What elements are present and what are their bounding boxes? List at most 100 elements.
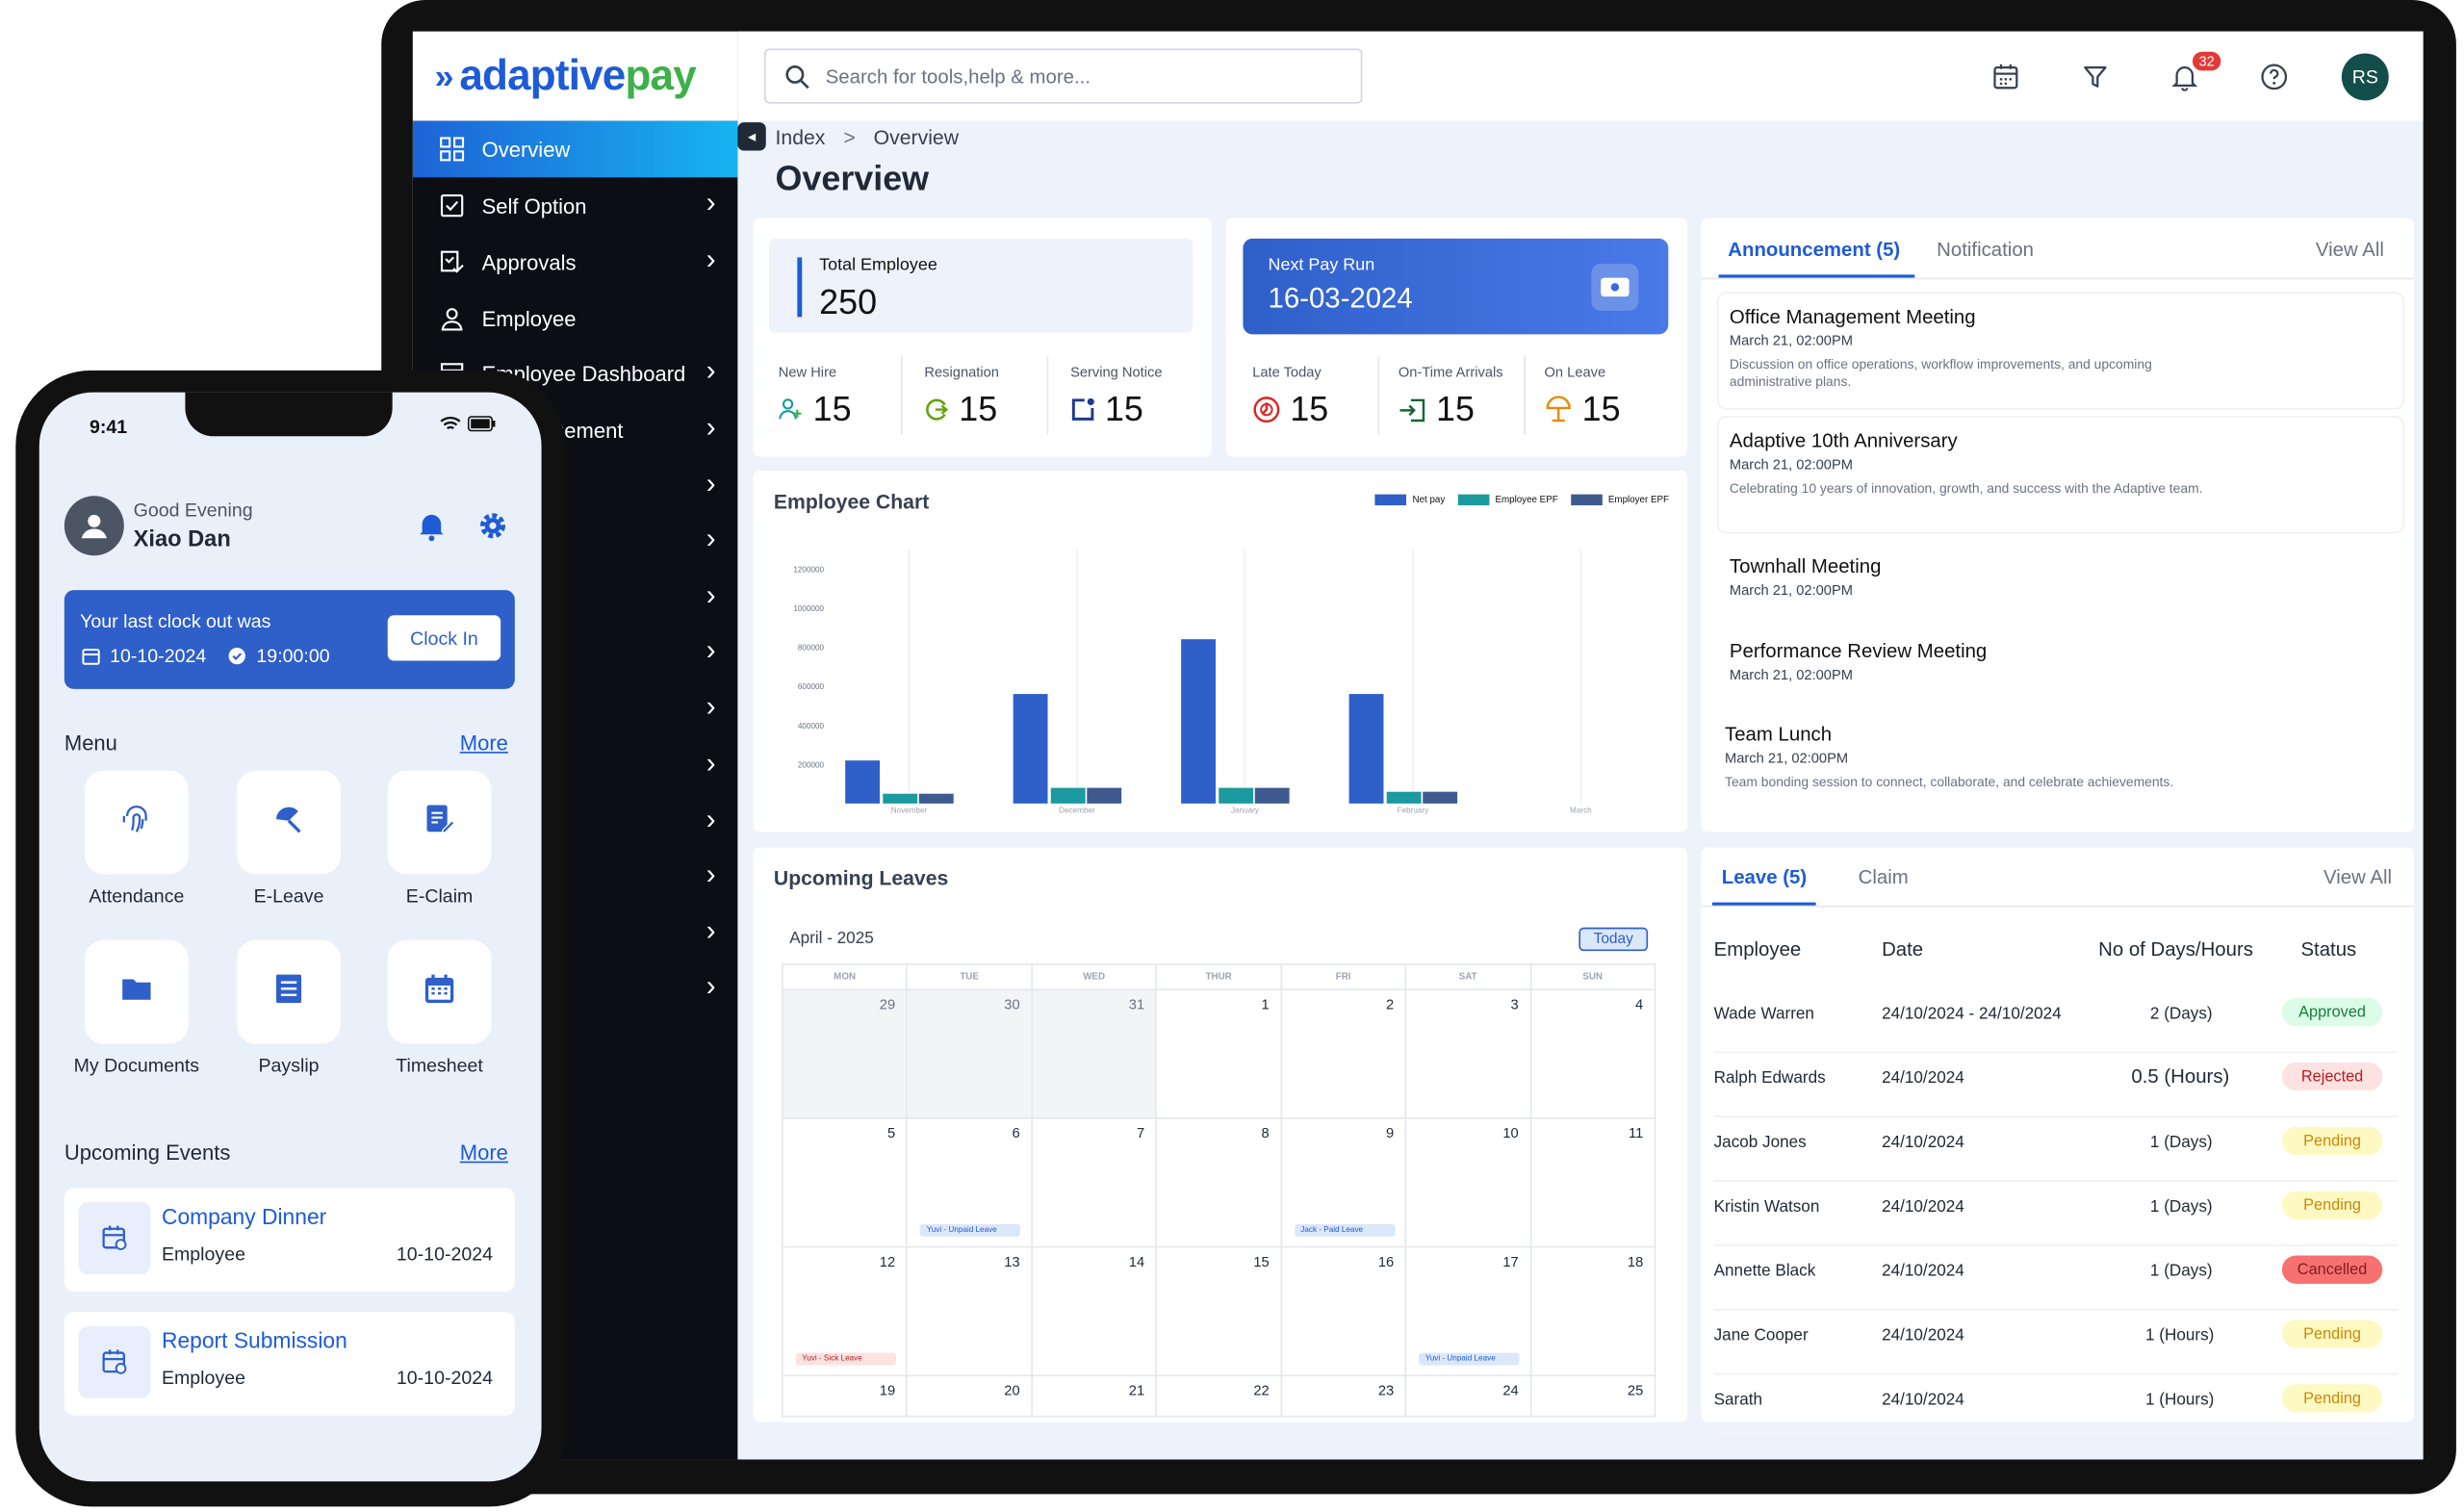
calendar-day[interactable]: 14 — [1031, 1245, 1158, 1377]
sidebar-item-0[interactable]: Overview — [412, 120, 738, 178]
calendar-day[interactable]: 3 — [1404, 988, 1531, 1119]
calendar-day[interactable]: 1 — [1155, 988, 1282, 1119]
announcement-view-all[interactable]: View All — [2315, 238, 2384, 261]
clock-in-button[interactable]: Clock In — [387, 615, 501, 661]
sidebar-item-3[interactable]: Employee — [413, 291, 738, 347]
menu-tile-e-claim[interactable] — [387, 770, 492, 875]
leave-event[interactable]: Jack - Paid Leave — [1294, 1223, 1396, 1237]
events-more-link[interactable]: More — [459, 1140, 508, 1165]
brand-logo[interactable]: » adaptive pay — [412, 31, 738, 121]
sidebar-item-11[interactable]: › — [413, 737, 738, 794]
calendar-day[interactable]: 23 — [1280, 1374, 1407, 1418]
announcement-item[interactable]: Team Lunch March 21, 02:00PM Team bonding … — [1725, 724, 2412, 791]
announcement-item[interactable]: Performance Review Meeting March 21, 02:0… — [1730, 640, 2417, 682]
leave-event[interactable]: Yuvi - Sick Leave — [795, 1352, 897, 1366]
table-row[interactable]: Wade Warren 24/10/2024 - 24/10/2024 2 (Day… — [1713, 988, 2399, 1054]
bar-employee-epf-november[interactable] — [883, 793, 918, 804]
bar-net-pay-february[interactable] — [1348, 694, 1384, 804]
sidebar-item-10[interactable]: › — [413, 681, 738, 738]
calendar-day[interactable]: 10 — [1404, 1116, 1531, 1248]
row-days: 1 (Hours) — [2145, 1390, 2215, 1410]
phone-bell-icon[interactable] — [418, 510, 446, 550]
phone-settings-icon[interactable] — [477, 510, 509, 550]
help-icon[interactable] — [2257, 60, 2292, 94]
announcement-item[interactable]: Adaptive 10th Anniversary March 21, 02:00… — [1730, 430, 2417, 498]
event-card[interactable]: Company Dinner Employee 10-10-2024 — [64, 1188, 515, 1292]
leave-event[interactable]: Yuvi - Unpaid Leave — [920, 1223, 1021, 1237]
sidebar-item-2[interactable]: Approvals › — [413, 234, 738, 291]
menu-tile-e-leave[interactable] — [237, 770, 341, 875]
calendar-day[interactable]: 7 — [1031, 1116, 1158, 1248]
calendar-day[interactable]: 25 — [1529, 1374, 1656, 1418]
table-row[interactable]: Ralph Edwards 24/10/2024 0.5 (Hours) Reject… — [1713, 1053, 2399, 1117]
calendar-day[interactable]: 20 — [906, 1374, 1033, 1418]
menu-tile-payslip[interactable] — [237, 939, 341, 1044]
menu-tile-attendance[interactable] — [85, 770, 189, 875]
menu-tile-timesheet[interactable] — [387, 939, 492, 1044]
calendar-day[interactable]: 11 — [1529, 1116, 1656, 1248]
table-row[interactable]: Sarath 24/10/2024 1 (Hours) Pending — [1713, 1374, 2399, 1440]
bar-employee-epf-february[interactable] — [1386, 791, 1422, 804]
calendar-day[interactable]: 31 — [1031, 988, 1158, 1119]
calendar-day[interactable]: 22 — [1155, 1374, 1282, 1418]
calendar-day[interactable]: 5 — [782, 1116, 909, 1248]
tab-notification[interactable]: Notification — [1937, 238, 2035, 261]
sidebar-item-14[interactable]: › — [413, 906, 738, 962]
bar-employee-epf-december[interactable] — [1050, 787, 1086, 804]
calendar-day[interactable]: 15 — [1155, 1245, 1282, 1377]
bar-employer-epf-december[interactable] — [1087, 787, 1122, 804]
bar-net-pay-november[interactable] — [845, 760, 881, 804]
bar-net-pay-december[interactable] — [1013, 694, 1048, 804]
calendar-day[interactable]: 16 — [1280, 1245, 1407, 1377]
calendar-day[interactable]: 19 — [782, 1374, 909, 1418]
calendar-day[interactable]: 8 — [1155, 1116, 1282, 1248]
today-button[interactable]: Today — [1578, 927, 1649, 952]
sidebar-item-8[interactable]: › — [413, 570, 738, 627]
phone-avatar[interactable] — [64, 496, 124, 556]
calendar-day[interactable]: 2 — [1280, 988, 1407, 1119]
menu-tile-my-documents[interactable] — [85, 939, 189, 1044]
calendar-day[interactable]: 30 — [906, 988, 1033, 1119]
calendar-day[interactable]: 21 — [1031, 1374, 1158, 1418]
user-avatar[interactable]: RS — [2341, 53, 2389, 101]
leave-event[interactable]: Yuvi - Unpaid Leave — [1419, 1352, 1520, 1366]
calendar-day[interactable]: 6 Yuvi - Unpaid Leave — [906, 1116, 1033, 1248]
calendar-day[interactable]: 17 Yuvi - Unpaid Leave — [1404, 1245, 1531, 1377]
bell-icon[interactable] — [2168, 60, 2202, 94]
menu-more-link[interactable]: More — [459, 730, 508, 756]
leave-view-all[interactable]: View All — [2323, 866, 2393, 888]
calendar-day[interactable]: 29 — [782, 988, 909, 1119]
calendar-day[interactable]: 18 — [1529, 1245, 1656, 1377]
sidebar-item-9[interactable]: › — [413, 625, 738, 681]
sidebar-collapse-icon[interactable]: ◂ — [737, 122, 766, 151]
sidebar-item-7[interactable]: › — [413, 513, 738, 570]
announcement-item[interactable]: Townhall Meeting March 21, 02:00PM — [1730, 555, 2417, 598]
tab-leave[interactable]: Leave (5) — [1721, 866, 1808, 888]
calendar-day[interactable]: 9 Jack - Paid Leave — [1280, 1116, 1407, 1248]
event-card[interactable]: Report Submission Employee 10-10-2024 — [64, 1312, 515, 1416]
tab-announcement[interactable]: Announcement (5) — [1728, 238, 1901, 261]
bar-employer-epf-november[interactable] — [918, 793, 954, 804]
calendar-day[interactable]: 13 — [906, 1245, 1033, 1377]
calendar-day[interactable]: 24 — [1404, 1374, 1531, 1418]
calendar-day[interactable]: 12 Yuvi - Sick Leave — [782, 1245, 909, 1377]
tab-claim[interactable]: Claim — [1858, 866, 1909, 888]
breadcrumb-root[interactable]: Index — [775, 125, 826, 149]
bar-employee-epf-january[interactable] — [1219, 787, 1254, 804]
calendar-day[interactable]: 4 — [1529, 988, 1656, 1119]
calendar-icon[interactable] — [1989, 60, 2023, 94]
bar-net-pay-january[interactable] — [1181, 639, 1216, 804]
table-row[interactable]: Jane Cooper 24/10/2024 1 (Hours) Pending — [1713, 1311, 2399, 1375]
filter-icon[interactable] — [2078, 60, 2113, 94]
bar-employer-epf-february[interactable] — [1423, 791, 1458, 804]
table-row[interactable]: Kristin Watson 24/10/2024 1 (Days) Pending — [1713, 1182, 2399, 1246]
table-row[interactable]: Annette Black 24/10/2024 1 (Days) Cancelled — [1713, 1246, 2399, 1311]
bar-employer-epf-january[interactable] — [1254, 787, 1290, 804]
announcement-item[interactable]: Office Management Meeting March 21, 02:00… — [1730, 306, 2417, 391]
calendar-day-number: 29 — [879, 996, 896, 1012]
sidebar-item-1[interactable]: Self Option › — [413, 177, 738, 234]
sidebar-item-15[interactable]: › — [413, 961, 738, 1017]
search-input[interactable]: Search for tools,help & more... — [764, 48, 1363, 104]
table-row[interactable]: Jacob Jones 24/10/2024 1 (Days) Pending — [1713, 1117, 2399, 1182]
sidebar-item-12[interactable]: › — [413, 794, 738, 851]
